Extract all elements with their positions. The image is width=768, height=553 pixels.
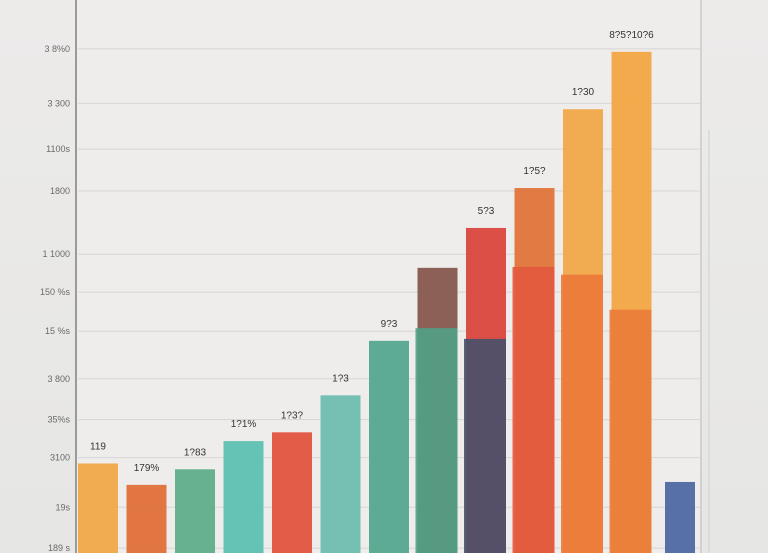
bar-data-label-4: 1?3? <box>281 410 304 421</box>
y-tick-label-4: 3 800 <box>47 374 70 384</box>
bar-1 <box>126 484 167 553</box>
y-tick-label-7: 1 1000 <box>42 249 70 259</box>
bar-12 <box>665 481 695 553</box>
bar-data-label-9: 1?5? <box>523 166 546 177</box>
y-tick-label-2: 3100 <box>50 453 70 463</box>
y-tick-label-0: 189 s <box>48 543 71 553</box>
bar-data-label-8: 5?3 <box>478 206 495 217</box>
y-tick-label-10: 3 300 <box>47 98 70 108</box>
bar-2 <box>175 469 215 553</box>
bar-6 <box>369 340 409 553</box>
y-tick-label-8: 1800 <box>50 186 70 196</box>
y-tick-label-9: 1100s <box>46 144 70 154</box>
y-tick-label-1: 19s <box>55 502 70 512</box>
y-tick-label-3: 35%s <box>47 415 70 425</box>
bar-data-label-2: 1?83 <box>184 447 207 458</box>
bar-data-label-10: 1?30 <box>572 87 595 98</box>
bar-data-label-6: 9?3 <box>381 319 398 330</box>
data-labels: 119 179% 1?83 1?1% 1?3? 1?3 9?3 5?3 1?5? 1?30 8?5?… <box>90 30 654 474</box>
y-tick-label-11: 3 8%0 <box>44 44 70 54</box>
bar-overlay-9 <box>512 266 555 553</box>
bar-overlay-11 <box>609 309 652 553</box>
bar-4 <box>272 432 312 553</box>
bar-data-label-0: 119 <box>90 441 106 452</box>
bar-0 <box>78 463 118 553</box>
bar-data-label-1: 179% <box>134 463 160 474</box>
bar-data-label-11: 8?5?10?6 <box>609 30 654 41</box>
bar-overlay-8 <box>464 338 506 553</box>
bars <box>78 51 695 553</box>
y-tick-label-6: 150 %s <box>40 287 71 297</box>
bar-overlay-7 <box>415 328 458 553</box>
bar-overlay-10 <box>561 274 603 553</box>
bar-5 <box>320 395 361 553</box>
bar-3 <box>223 441 264 553</box>
bar-data-label-3: 1?1% <box>231 419 257 430</box>
bar-data-label-5: 1?3 <box>332 373 349 384</box>
y-tick-label-5: 15 %s <box>45 326 71 336</box>
y-tick-labels: 189 s 19s 3100 35%s 3 800 15 %s 150 %s 1 1000 18… <box>40 44 71 553</box>
